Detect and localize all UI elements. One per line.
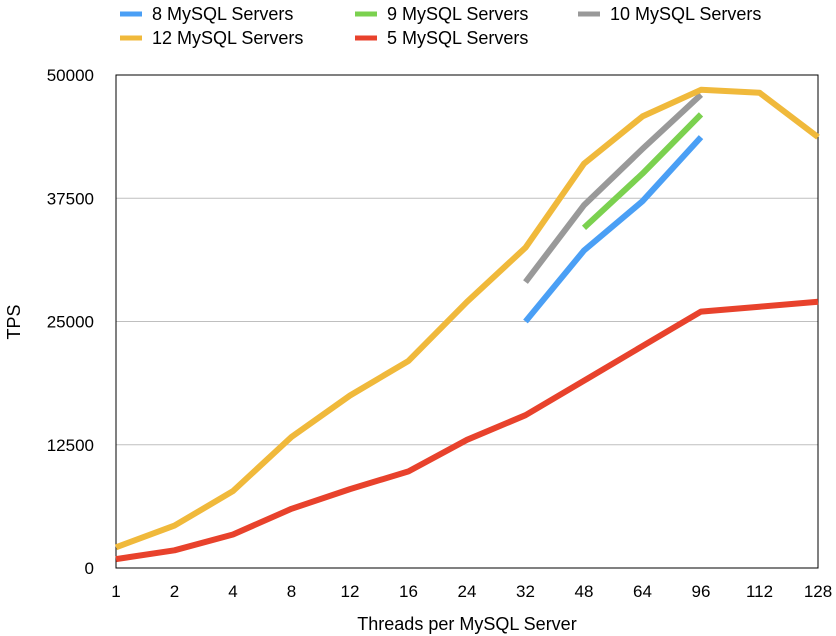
x-tick-label: 4	[228, 582, 237, 601]
series-line-12-mysql-servers	[114, 86, 820, 551]
plot-frame	[115, 74, 819, 569]
x-axis-label: Threads per MySQL Server	[357, 614, 576, 634]
y-tick-label: 37500	[47, 189, 94, 208]
x-tick-label: 64	[633, 582, 652, 601]
x-tick-label: 16	[399, 582, 418, 601]
legend-label-9-mysql-servers: 9 MySQL Servers	[387, 4, 528, 24]
y-tick-label: 0	[85, 559, 94, 578]
x-tick-label: 8	[287, 582, 296, 601]
x-tick-label: 48	[575, 582, 594, 601]
x-tick-label: 1	[111, 582, 120, 601]
gridlines	[116, 74, 818, 446]
y-tick-label: 25000	[47, 313, 94, 332]
legend: 8 MySQL Servers 9 MySQL Servers 10 MySQL S…	[120, 4, 761, 48]
legend-label-8-mysql-servers: 8 MySQL Servers	[152, 4, 293, 24]
y-tick-label: 50000	[47, 66, 94, 85]
series-line-8-mysql-servers	[523, 135, 704, 324]
axes	[115, 74, 819, 569]
legend-label-5-mysql-servers: 5 MySQL Servers	[387, 28, 528, 48]
series-line-5-mysql-servers	[115, 298, 819, 563]
y-axis-label: TPS	[4, 304, 24, 339]
y-tick-label: 12500	[47, 436, 94, 455]
series-line-9-mysql-servers	[581, 112, 704, 231]
legend-label-12-mysql-servers: 12 MySQL Servers	[152, 28, 303, 48]
series-line-10-mysql-servers	[523, 92, 704, 284]
x-tick-label: 2	[170, 582, 179, 601]
x-tick-label: 128	[804, 582, 832, 601]
series-lines	[114, 86, 820, 563]
x-tick-label: 32	[516, 582, 535, 601]
x-tick-label: 112	[746, 582, 773, 601]
x-tick-label: 24	[458, 582, 477, 601]
legend-label-10-mysql-servers: 10 MySQL Servers	[610, 4, 761, 24]
x-tick-label: 12	[341, 582, 360, 601]
x-tick-label: 96	[692, 582, 711, 601]
